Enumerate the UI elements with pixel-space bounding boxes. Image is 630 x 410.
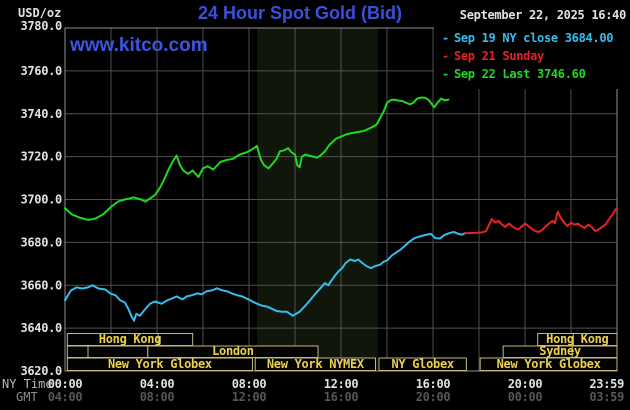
legend: - Sep 19 NY close 3684.00 - Sep 21 Sunday … xyxy=(434,27,630,89)
series-line-sep22-last xyxy=(64,96,450,221)
y-tick-label: 3780.0 xyxy=(20,19,62,33)
session-label: London xyxy=(212,344,254,358)
x-tick-gmt: 12:00 xyxy=(232,390,267,404)
legend-dash-icon: - xyxy=(442,31,449,45)
session-label: New York NYMEX xyxy=(267,357,365,371)
x-tick-ny-time: 12:00 xyxy=(324,377,359,391)
x-tick-gmt: 04:00 xyxy=(48,390,83,404)
x-tick-gmt: 16:00 xyxy=(324,390,359,404)
y-tick-label: 3660.0 xyxy=(20,278,62,292)
ny-time-axis-label: NY Time xyxy=(2,377,53,391)
x-tick-ny-time: 20:00 xyxy=(508,377,543,391)
session-label: Hong Kong xyxy=(99,332,161,346)
page-title: 24 Hour Spot Gold (Bid) xyxy=(198,3,402,23)
x-tick-gmt: 03:59 xyxy=(589,390,624,404)
legend-label: Sep 22 Last 3746.60 xyxy=(453,67,586,81)
legend-item-sep21: - Sep 21 Sunday xyxy=(434,47,630,65)
y-tick-label: 3620.0 xyxy=(20,364,62,378)
session-label: Hong Kong xyxy=(546,332,608,346)
session-label: NY Globex xyxy=(391,357,453,371)
legend-dash-icon: - xyxy=(442,67,449,81)
x-tick-ny-time: 08:00 xyxy=(232,377,267,391)
x-tick-gmt: 20:00 xyxy=(416,390,451,404)
y-tick-label: 3680.0 xyxy=(20,235,62,249)
session-box xyxy=(66,345,89,358)
series-line-sep19-ny-close xyxy=(64,230,467,322)
session-box-new-york-globex xyxy=(66,357,253,371)
y-tick-label: 3720.0 xyxy=(20,150,62,164)
x-tick-ny-time: 16:00 xyxy=(416,377,451,391)
session-label: New York Globex xyxy=(497,357,601,371)
y-tick-label: 3740.0 xyxy=(20,107,62,121)
x-tick-ny-time: 00:00 xyxy=(48,377,83,391)
y-tick-label: 3760.0 xyxy=(20,64,62,78)
y-tick-label: 3640.0 xyxy=(20,321,62,335)
series-line-sep21-sunday xyxy=(464,207,618,235)
x-tick-gmt: 00:00 xyxy=(508,390,543,404)
legend-label: Sep 21 Sunday xyxy=(453,49,544,63)
x-tick-gmt: 08:00 xyxy=(140,390,175,404)
legend-dash-icon: - xyxy=(442,49,449,63)
session-label: New York Globex xyxy=(108,357,212,371)
session-box-new-york-globex xyxy=(479,357,618,371)
legend-item-sep22: - Sep 22 Last 3746.60 xyxy=(434,65,630,83)
unit-label: USD/oz xyxy=(18,6,62,20)
datetime-label: September 22, 2025 16:40 xyxy=(459,8,627,22)
session-box xyxy=(87,345,149,358)
x-tick-ny-time: 23:59 xyxy=(589,377,624,391)
legend-item-sep19: - Sep 19 NY close 3684.00 xyxy=(434,29,630,47)
y-tick-label: 3700.0 xyxy=(20,193,62,207)
legend-label: Sep 19 NY close 3684.00 xyxy=(453,31,614,45)
gmt-axis-label: GMT xyxy=(16,390,38,404)
session-box-new-york-nymex xyxy=(254,357,377,371)
session-box-ny-globex xyxy=(378,357,467,371)
kitco-watermark-link[interactable]: www.kitco.com xyxy=(70,35,208,56)
session-label: Sydney xyxy=(539,344,581,358)
x-tick-ny-time: 04:00 xyxy=(140,377,175,391)
